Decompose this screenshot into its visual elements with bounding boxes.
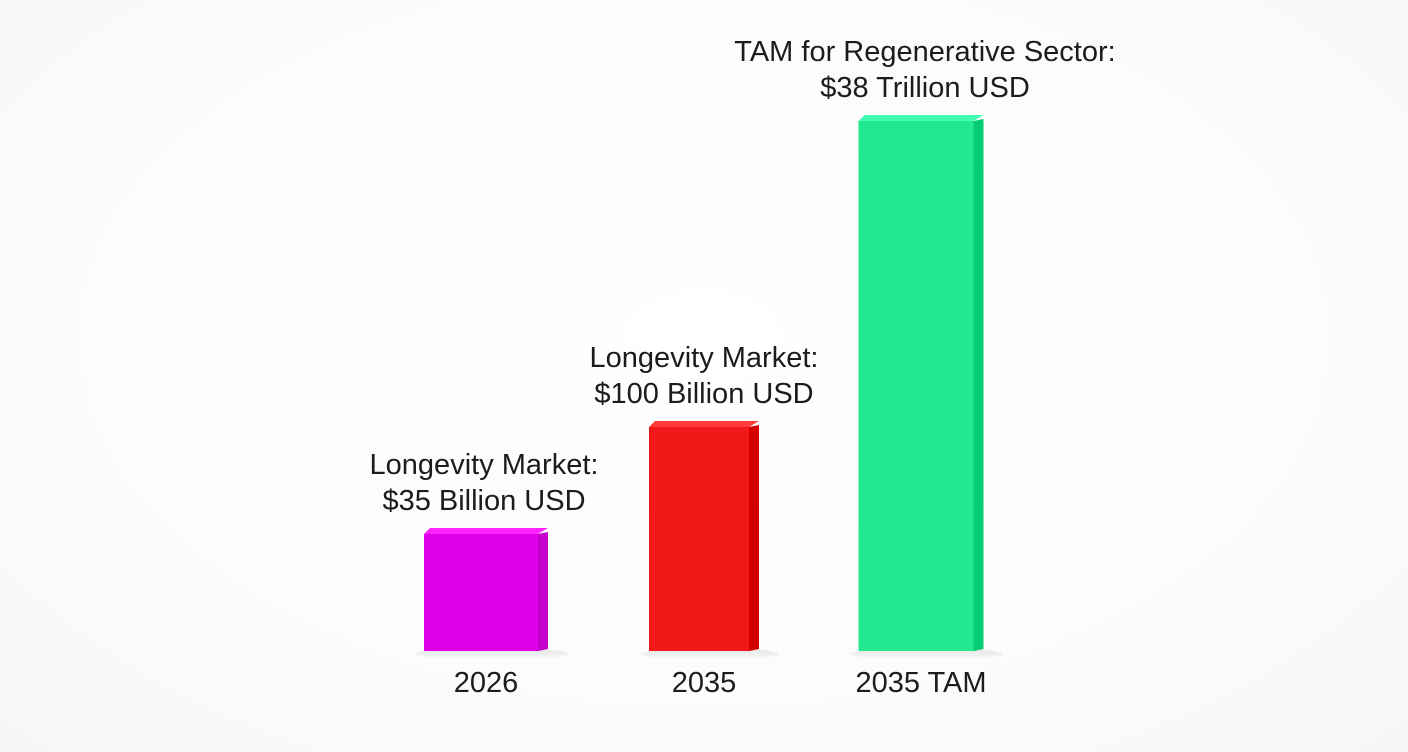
data-label-1-line-1: Longevity Market: bbox=[370, 449, 599, 481]
bar-side-face bbox=[749, 425, 759, 651]
x-tick-label-3: 2035 TAM bbox=[855, 667, 986, 699]
bar-front-face bbox=[649, 427, 749, 651]
bar-top-face bbox=[424, 528, 548, 534]
bar-1 bbox=[416, 528, 568, 660]
bar-side-face bbox=[973, 119, 984, 651]
data-label-3-line-1: TAM for Regenerative Sector: bbox=[734, 36, 1115, 68]
bar-3 bbox=[850, 115, 1004, 660]
bars-layer bbox=[416, 115, 1004, 660]
data-label-3-line-2: $38 Trillion USD bbox=[820, 72, 1030, 104]
bar-front-face bbox=[424, 534, 538, 651]
x-tick-label-1: 2026 bbox=[454, 667, 519, 699]
data-label-2-line-2: $100 Billion USD bbox=[594, 378, 813, 410]
bar-front-face bbox=[858, 121, 974, 651]
bar-2 bbox=[641, 421, 779, 660]
data-label-1-line-2: $35 Billion USD bbox=[382, 485, 585, 517]
data-label-2-line-1: Longevity Market: bbox=[590, 342, 819, 374]
bar-side-face bbox=[538, 532, 548, 651]
bar-top-face bbox=[649, 421, 759, 427]
x-tick-label-2: 2035 bbox=[672, 667, 737, 699]
x-axis-ticks: 2026 2035 2035 TAM bbox=[454, 667, 987, 699]
bar-top-face bbox=[858, 115, 984, 121]
data-labels-layer: Longevity Market: $35 Billion USD Longevit… bbox=[370, 36, 1116, 517]
